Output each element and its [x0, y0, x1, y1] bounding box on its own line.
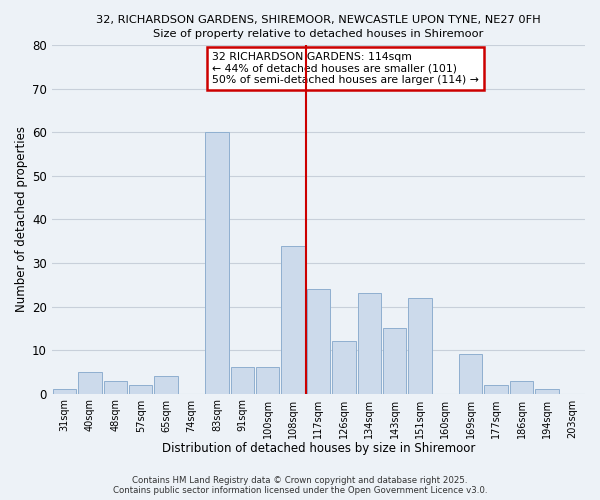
Bar — [409, 298, 431, 394]
Bar — [307, 289, 330, 394]
Title: 32, RICHARDSON GARDENS, SHIREMOOR, NEWCASTLE UPON TYNE, NE27 0FH
Size of propert: 32, RICHARDSON GARDENS, SHIREMOOR, NEWCA… — [96, 15, 541, 39]
Bar — [484, 385, 508, 394]
X-axis label: Distribution of detached houses by size in Shiremoor: Distribution of detached houses by size … — [162, 442, 475, 455]
Text: 32 RICHARDSON GARDENS: 114sqm
← 44% of detached houses are smaller (101)
50% of : 32 RICHARDSON GARDENS: 114sqm ← 44% of d… — [212, 52, 479, 86]
Text: Contains HM Land Registry data © Crown copyright and database right 2025.
Contai: Contains HM Land Registry data © Crown c… — [113, 476, 487, 495]
Bar — [256, 368, 280, 394]
Bar — [332, 342, 356, 394]
Bar — [53, 389, 76, 394]
Bar — [154, 376, 178, 394]
Bar — [129, 385, 152, 394]
Y-axis label: Number of detached properties: Number of detached properties — [15, 126, 28, 312]
Bar — [459, 354, 482, 394]
Bar — [383, 328, 406, 394]
Bar — [281, 246, 305, 394]
Bar — [535, 389, 559, 394]
Bar — [358, 294, 381, 394]
Bar — [79, 372, 101, 394]
Bar — [205, 132, 229, 394]
Bar — [104, 380, 127, 394]
Bar — [510, 380, 533, 394]
Bar — [230, 368, 254, 394]
